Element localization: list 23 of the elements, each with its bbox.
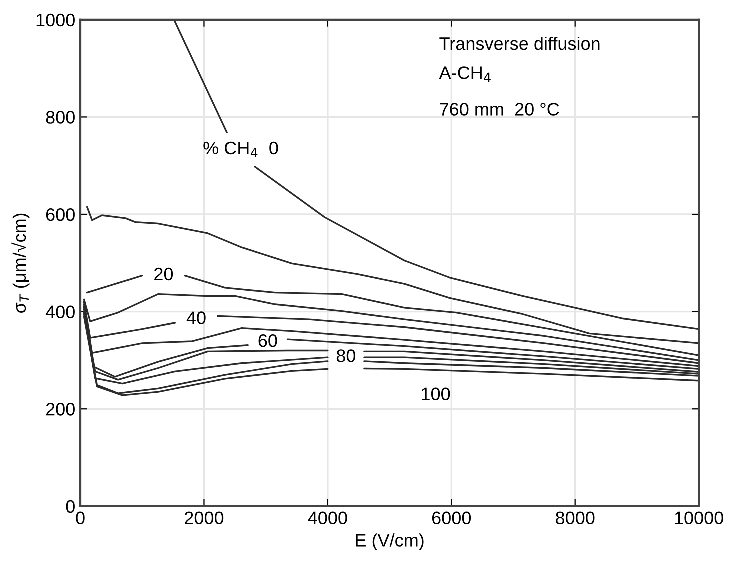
series-label: 60 <box>258 334 278 348</box>
y-axis-title: σ$_{T}$ (μm/√cm) <box>12 214 30 313</box>
series-label: % CH$_{4}$ 0 <box>204 142 278 158</box>
y-tick-label: 1000 <box>36 14 75 27</box>
y-tick-label: 200 <box>46 403 75 416</box>
y-tick-label: 600 <box>46 208 75 222</box>
series-label: 40 <box>186 312 206 324</box>
series-label: 80 <box>336 350 356 362</box>
y-tick-label: 800 <box>46 111 75 124</box>
annotation: 100 <box>422 388 450 400</box>
series-label: 20 <box>154 268 174 281</box>
x-tick-label: 0 <box>76 512 85 525</box>
x-tick-label: 4000 <box>308 512 348 525</box>
annotation: A-CH$_{4}$ <box>439 66 491 82</box>
annotation: 760 mm 20 °C <box>440 103 560 116</box>
x-tick-label: 2000 <box>185 512 224 525</box>
y-tick-label: 0 <box>66 500 75 514</box>
x-axis-title: E (V/cm) <box>356 534 424 550</box>
y-tick-label: 400 <box>46 306 75 319</box>
x-tick-label: 8000 <box>556 512 595 525</box>
x-tick-label: 10000 <box>675 512 724 525</box>
annotation: Transverse diffusion <box>440 36 600 50</box>
x-tick-label: 6000 <box>432 512 472 525</box>
